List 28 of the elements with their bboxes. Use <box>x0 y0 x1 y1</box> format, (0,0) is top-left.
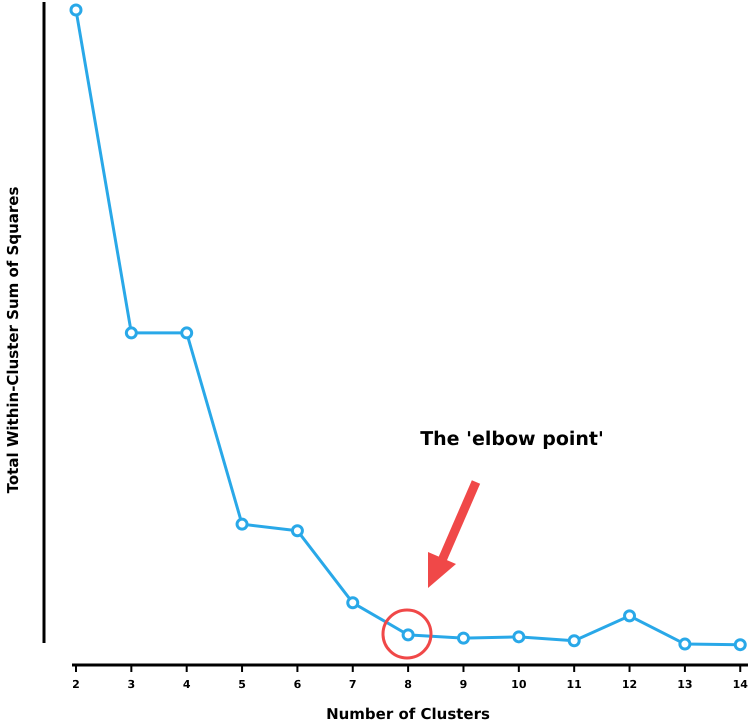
point <box>236 518 249 531</box>
point <box>69 4 82 16</box>
x-tick-label: 12 <box>622 678 638 691</box>
point <box>568 634 581 648</box>
x-tick-label: 6 <box>294 678 302 691</box>
point <box>346 596 360 610</box>
x-tick-label: 5 <box>238 678 246 691</box>
x-tick-label: 7 <box>348 678 357 691</box>
x-tick-label: 10 <box>511 678 527 691</box>
x-tick-label: 9 <box>460 678 468 691</box>
x-tick-label: 2 <box>72 678 80 691</box>
point <box>623 609 636 622</box>
x-tick-label: 8 <box>404 678 412 691</box>
x-axis-title: Number of Clusters <box>326 705 490 722</box>
y-axis-title: Total Within-Cluster Sum of Squares <box>4 186 22 494</box>
point <box>734 638 747 652</box>
x-tick-label: 14 <box>732 678 748 691</box>
point <box>456 632 470 645</box>
annotation: The 'elbow point' <box>420 428 604 450</box>
x-tick-label: 4 <box>182 678 191 691</box>
point <box>512 630 526 644</box>
point <box>290 524 304 538</box>
point <box>180 326 194 340</box>
point <box>124 326 138 340</box>
x-tick-label: 3 <box>128 678 136 691</box>
point <box>678 638 692 651</box>
x-tick-label: 13 <box>677 678 693 691</box>
x-tick-label: 11 <box>566 678 582 691</box>
